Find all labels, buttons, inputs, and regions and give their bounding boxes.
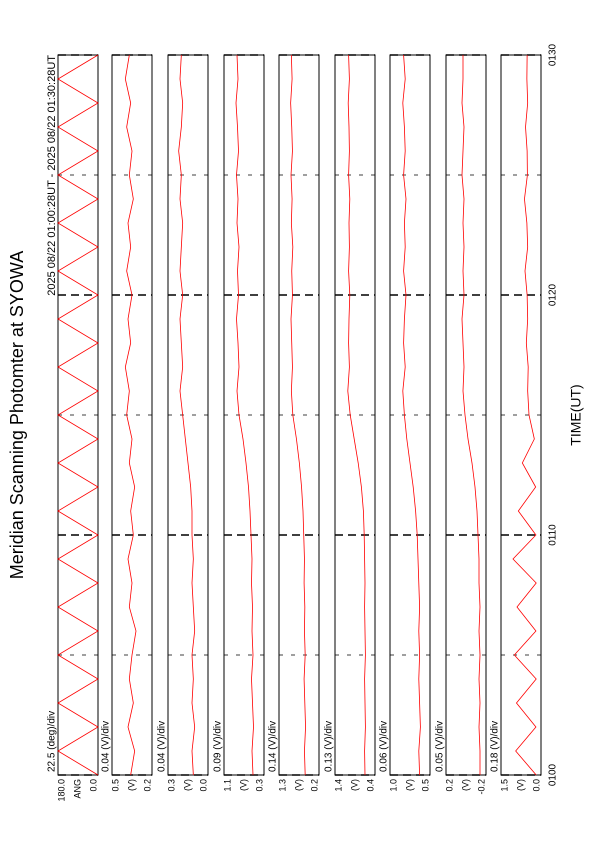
x-tick-label: 0100 <box>548 763 559 786</box>
data-line <box>402 54 421 776</box>
y-axis-label: ANG <box>72 779 82 799</box>
panel-frame <box>167 54 209 776</box>
y-tick-label: 1.4 <box>333 779 343 792</box>
panel-frame <box>223 54 265 776</box>
x-tick-label: 0110 <box>548 524 559 546</box>
scale-label: 22.5 (deg)/div <box>47 711 58 772</box>
y-axis-label: (V) <box>126 779 136 791</box>
y-tick-label: 0.5 <box>420 779 430 792</box>
x-tick-label: 0120 <box>548 283 559 306</box>
data-line <box>347 54 366 776</box>
y-tick-label: 180.0 <box>56 779 66 802</box>
y-tick-label: 1.3 <box>277 779 287 792</box>
y-axis-label: (V) <box>460 779 470 791</box>
x-axis-label: TIME(UT) <box>568 384 584 445</box>
scale-label: 0.04 (V)/div <box>157 721 168 772</box>
y-tick-label: 1.5 <box>499 779 509 792</box>
y-axis-label: (V) <box>293 779 303 791</box>
y-tick-label: 1.0 <box>388 779 398 792</box>
rotated-plot: Meridian Scanning Photomter at SYOWA 202… <box>7 43 584 801</box>
y-tick-label: 1.1 <box>222 779 232 792</box>
panel-frame <box>500 54 542 776</box>
y-tick-label: -0.2 <box>476 779 486 795</box>
panel-frame <box>334 54 376 776</box>
data-line <box>57 54 99 776</box>
x-tick-label: 0130 <box>548 43 559 66</box>
y-axis-label: (V) <box>238 779 248 791</box>
y-tick-label: 0.3 <box>254 779 264 792</box>
y-tick-label: 0.0 <box>198 779 208 792</box>
y-axis-label: (V) <box>182 779 192 791</box>
data-line <box>124 54 137 776</box>
y-axis-label: (V) <box>349 779 359 791</box>
data-line <box>235 54 254 776</box>
scale-label: 0.13 (V)/div <box>324 721 335 772</box>
data-line <box>461 55 481 775</box>
y-tick-label: 0.0 <box>88 779 98 792</box>
panel-frame <box>278 54 320 776</box>
scale-label: 0.05 (V)/div <box>435 721 446 772</box>
panel-frame <box>111 54 153 776</box>
y-tick-label: 0.2 <box>444 779 454 792</box>
chart-subtitle: 2025 08/22 01:00:28UT - 2025 08/22 01:30… <box>46 55 58 296</box>
y-axis-label: (V) <box>404 779 414 791</box>
y-axis-label: (V) <box>515 779 525 791</box>
data-line <box>512 54 537 776</box>
data-line <box>290 54 306 776</box>
data-line <box>178 54 196 776</box>
chart-title: Meridian Scanning Photomter at SYOWA <box>7 251 27 579</box>
y-tick-label: 0.4 <box>365 779 375 792</box>
y-tick-label: 0.0 <box>531 779 541 792</box>
y-tick-label: 0.2 <box>309 779 319 792</box>
panel-frame <box>389 54 431 776</box>
scale-label: 0.04 (V)/div <box>101 721 112 772</box>
y-tick-label: 0.2 <box>142 779 152 792</box>
scale-label: 0.18 (V)/div <box>490 721 501 772</box>
panel-frame <box>445 54 487 776</box>
scale-label: 0.09 (V)/div <box>213 721 224 772</box>
scale-label: 0.06 (V)/div <box>379 721 390 772</box>
scale-label: 0.14 (V)/div <box>268 721 279 772</box>
y-tick-label: 0.3 <box>166 779 176 792</box>
y-tick-label: 0.5 <box>110 779 120 792</box>
